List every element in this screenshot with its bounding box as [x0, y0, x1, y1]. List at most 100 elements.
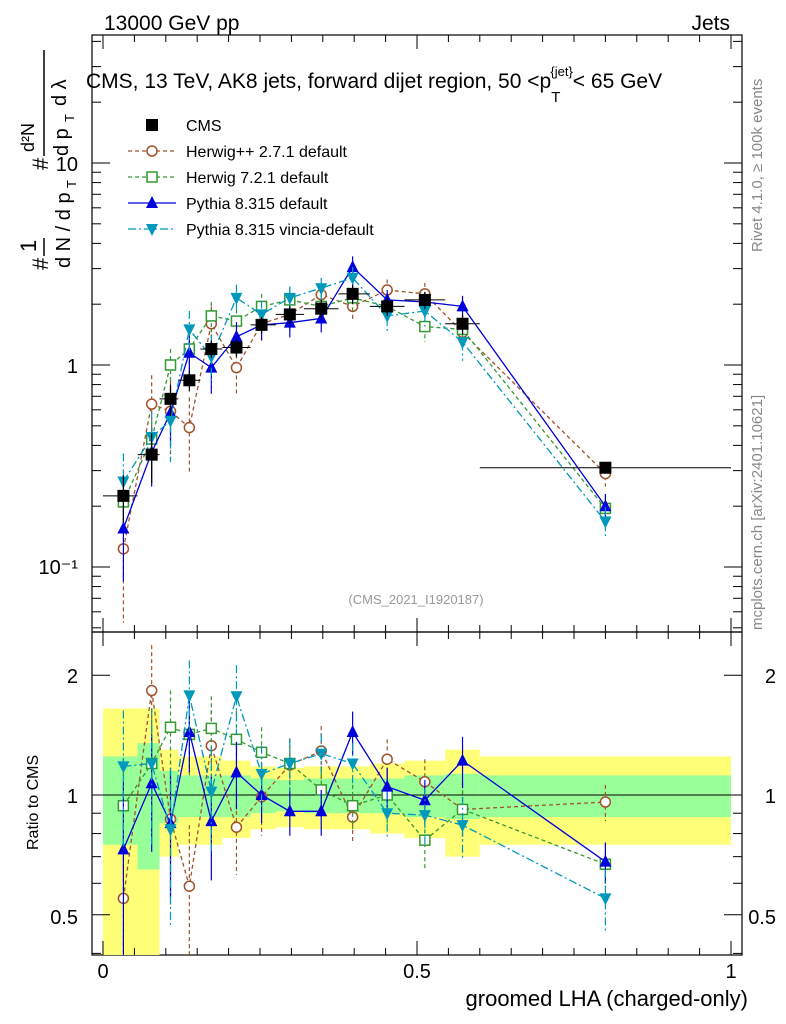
legend-marker-herwig-7-2-1-default	[146, 171, 158, 183]
legend-marker-pythia-8-315-vincia-default	[146, 224, 158, 236]
legend: CMS Herwig++ 2.7.1 default Herwig 7.2.1 de…	[128, 118, 374, 239]
herwig-7-2-1-default-ratio-point	[205, 722, 218, 735]
herwig-7-2-1-default-ratio-line	[122, 726, 606, 865]
cms-point	[183, 374, 196, 387]
pythia-8-315-default-ratio-point	[117, 842, 130, 855]
band-stat-bin	[137, 743, 160, 870]
herwig-7-2-1-default-line	[122, 297, 606, 509]
analysis-tag: (CMS_2021_I1920187)	[348, 592, 483, 607]
x-tick-label-1: 1	[725, 961, 736, 983]
herwig-2-7-1-default-point	[230, 361, 243, 374]
x-axis-label: groomed LHA (charged-only)	[466, 986, 748, 1011]
legend-label-cms: CMS	[186, 118, 222, 135]
svg-text:d p: d p	[51, 128, 73, 156]
cms-point	[164, 392, 177, 405]
herwig-2-7-1-default-ratio-point	[381, 753, 393, 765]
pythia-8-315-default-ratio-point	[346, 724, 359, 737]
pythia-8-315-vincia-default-point	[255, 309, 268, 322]
pythia-8-315-vincia-default-ratio-point	[315, 748, 328, 761]
pythia-8-315-vincia-default-ratio-point	[145, 758, 158, 771]
svg-text:d²N: d²N	[18, 123, 38, 152]
herwig-2-7-1-default-point	[183, 421, 196, 434]
pythia-8-315-default-ratio-point	[230, 765, 243, 778]
pythia-8-315-default-point	[205, 360, 218, 373]
x-tick-label-0.5: 0.5	[403, 961, 431, 983]
pythia-8-315-default-point	[183, 345, 196, 358]
herwig-2-7-1-default-point	[145, 398, 158, 410]
cms-point	[205, 343, 218, 356]
svg-text:#: #	[28, 157, 53, 170]
svg-text:T: T	[64, 180, 79, 188]
herwig-2-7-1-default-ratio-point	[599, 796, 612, 808]
y-tick-label-1: 1	[67, 356, 78, 378]
cms-point	[599, 461, 612, 474]
y-axis-label: # 1 d N / d p T # d²N d p T d λ	[16, 50, 79, 270]
main-series-layer	[103, 256, 731, 623]
pythia-8-315-default-ratio-point	[145, 776, 158, 789]
cms-point	[315, 302, 328, 315]
pythia-8-315-vincia-default-point	[164, 415, 177, 428]
y-tick-label-0.1: 10⁻¹	[39, 557, 79, 579]
herwig-2-7-1-default-ratio-line	[122, 690, 606, 899]
cms-point	[346, 287, 359, 300]
pythia-8-315-vincia-default-ratio-point	[117, 761, 130, 774]
ratio-tick-label-right-0.5: 0.5	[748, 907, 776, 929]
cms-point	[456, 317, 469, 330]
pythia-8-315-vincia-default-point	[230, 292, 243, 305]
pythia-8-315-default-ratio-point	[283, 804, 296, 817]
pythia-8-315-vincia-default-line	[122, 277, 606, 522]
legend-label-pythia-8-315-vincia-default: Pythia 8.315 vincia-default	[186, 222, 374, 239]
svg-text:1: 1	[16, 240, 41, 252]
herwig-7-2-1-default-ratio-point	[346, 799, 359, 812]
pythia-8-315-default-point	[230, 329, 243, 342]
legend-label-pythia-8-315-default: Pythia 8.315 default	[186, 196, 328, 213]
cms-point	[145, 448, 158, 461]
pythia-8-315-default-ratio-point	[381, 779, 394, 792]
ratio-tick-label-0.5: 0.5	[50, 907, 78, 929]
pythia-8-315-vincia-default-ratio-point	[230, 691, 243, 704]
pythia-8-315-vincia-default-point	[456, 336, 469, 349]
pythia-8-315-default-point	[599, 499, 612, 512]
mcplots-label: mcplots.cern.ch [arXiv:2401.10621]	[749, 395, 766, 630]
pythia-8-315-default-ratio-point	[599, 854, 612, 867]
herwig-2-7-1-default-line	[122, 289, 606, 549]
cms-point	[283, 308, 296, 321]
svg-text:d N / d p: d N / d p	[53, 192, 75, 268]
pythia-8-315-default-ratio-point	[205, 814, 218, 827]
pythia-8-315-vincia-default-ratio-point	[255, 768, 268, 781]
legend-marker-pythia-8-315-default	[146, 196, 158, 208]
ratio-tick-label-right-1: 1	[765, 786, 776, 808]
energy-label: 13000 GeV pp	[104, 12, 239, 35]
cms-point	[418, 293, 431, 306]
chart-title: CMS, 13 TeV, AK8 jets, forward dijet reg…	[86, 64, 662, 106]
pythia-8-315-vincia-default-ratio-point	[205, 786, 218, 799]
pythia-8-315-default-line	[122, 266, 606, 529]
cms-point	[381, 300, 394, 313]
legend-label-herwig-2-7-1-default: Herwig++ 2.7.1 default	[186, 144, 348, 161]
ratio-tick-label-2: 2	[67, 666, 78, 688]
herwig-2-7-1-default-ratio-point	[183, 880, 196, 892]
pythia-8-315-vincia-default-ratio-point	[164, 824, 177, 837]
legend-marker-cms	[146, 119, 158, 131]
pythia-8-315-default-point	[117, 521, 130, 534]
pythia-8-315-vincia-default-ratio-point	[183, 690, 196, 703]
herwig-7-2-1-default-point	[205, 310, 218, 322]
svg-text:d λ: d λ	[49, 79, 71, 106]
legend-marker-herwig-2-7-1-default	[146, 145, 158, 157]
pythia-8-315-vincia-default-ratio-point	[599, 893, 612, 906]
x-tick-label-0: 0	[97, 961, 108, 983]
pythia-8-315-vincia-default-ratio-point	[381, 808, 394, 821]
cms-point	[255, 318, 268, 331]
pythia-8-315-default-point	[456, 299, 469, 312]
herwig-7-2-1-default-point	[164, 359, 177, 371]
svg-text:T: T	[62, 114, 77, 122]
herwig-2-7-1-default-ratio-point	[145, 684, 158, 697]
pythia-8-315-vincia-default-point	[315, 283, 328, 296]
axes-ticks	[92, 35, 742, 955]
category-label: Jets	[691, 12, 730, 35]
pythia-8-315-vincia-default-ratio-point	[346, 758, 359, 771]
pythia-8-315-vincia-default-point	[418, 306, 431, 319]
pythia-8-315-default-ratio-point	[315, 804, 328, 817]
pythia-8-315-default-point	[346, 260, 359, 273]
